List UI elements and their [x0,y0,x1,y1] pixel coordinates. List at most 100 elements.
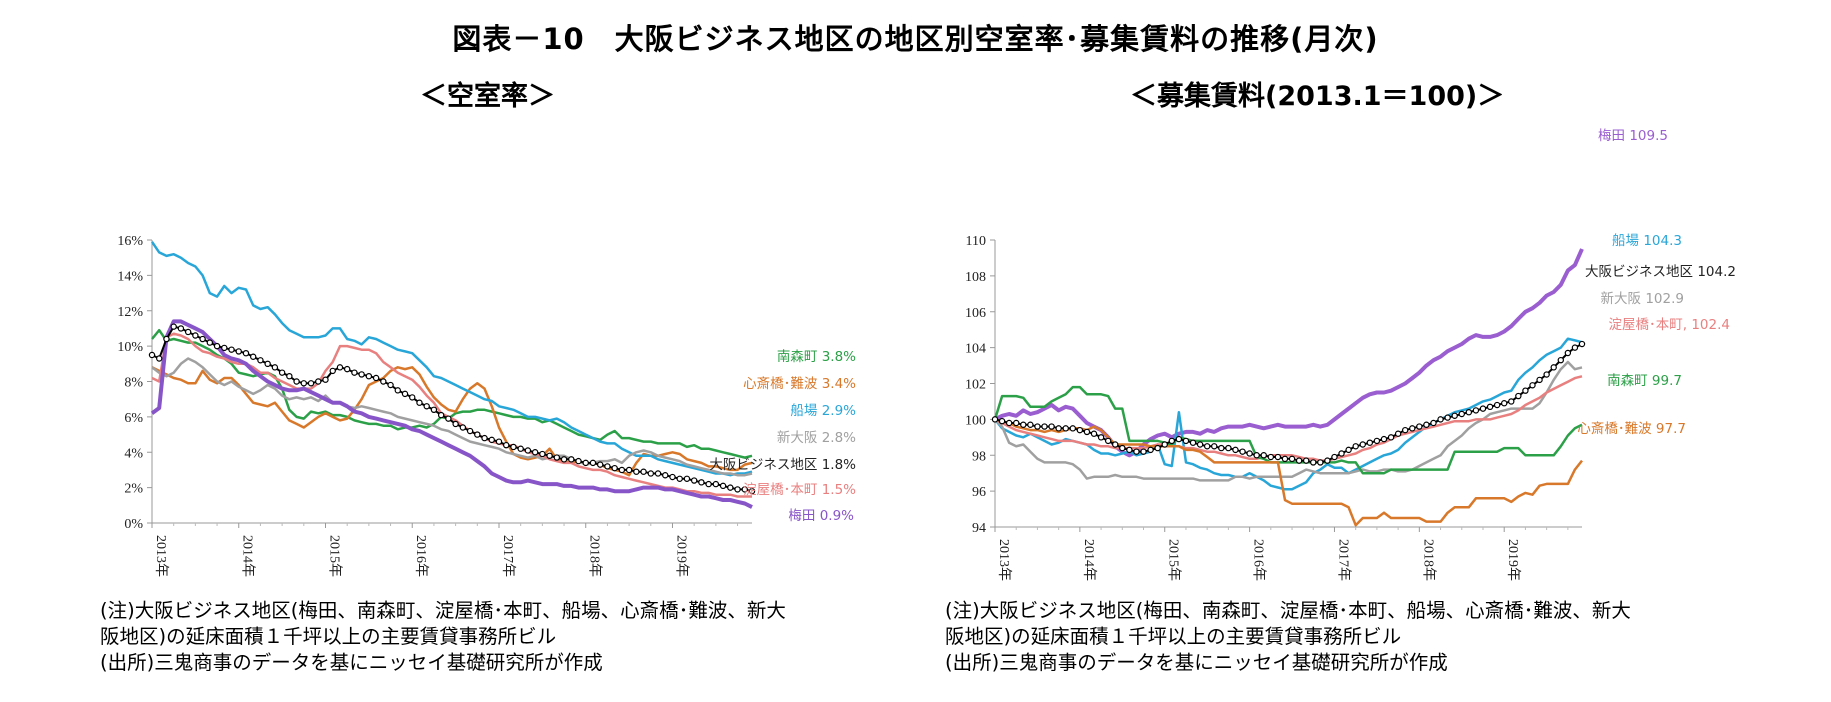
series-4-point [221,344,228,352]
series-4-point [163,335,170,343]
series-4-point [719,482,727,490]
series-2-point [1083,428,1091,436]
x-tick-label: 2016年 [413,535,429,577]
x-tick-label: 2014年 [240,535,256,577]
series-end-label: 南森町 99.7 [1607,373,1682,389]
series-4-point [452,420,459,428]
series-4-point [250,353,257,360]
series-4-point [307,380,315,387]
series-4-point [683,475,691,482]
series-2-point [1154,444,1161,452]
series-4-point [474,431,481,438]
series-2-point [1458,410,1465,418]
series-4-point [539,450,546,458]
series-4-point [618,466,626,474]
series-2-point [1189,439,1197,446]
series-2-point [1578,340,1586,348]
series-2-point [1161,441,1168,448]
series-5-line [993,385,1583,475]
series-2-point [1274,453,1282,461]
series-4-point [184,328,192,336]
series-1-line [994,337,1583,491]
series-2-point [1253,452,1260,459]
y-tick-label: 8% [124,376,143,391]
series-end-label: 淀屋橋･本町 1.5% [743,482,856,498]
series-2-point [1401,426,1409,434]
x-tick-label: 2015年 [326,535,342,577]
series-4-point [488,436,495,444]
series-2-point [1027,421,1034,428]
series-2-point [1140,448,1147,455]
series-4-point [647,470,654,477]
series-4-point [712,480,720,488]
series-2-point [1281,455,1289,463]
series-4-point [560,456,568,463]
series-2-point [1295,457,1303,464]
note-right: (注)大阪ビジネス地区(梅田、南森町、淀屋橋･本町、船場、心斎橋･難波、新大 阪… [945,599,1631,674]
note-left: (注)大阪ビジネス地区(梅田、南森町、淀屋橋･本町、船場、心斎橋･難波、新大 阪… [100,599,786,674]
series-4-point [148,351,156,359]
series-2-point [1493,401,1501,409]
series-2-point [1543,371,1550,378]
series-4-point [329,367,336,375]
series-2-point [1331,453,1338,461]
series-4-point [242,349,250,357]
series-4-point [481,434,488,442]
series-end-label: 淀屋橋･本町, 102.4 [1609,317,1730,333]
series-4-point [235,348,242,355]
series-2-point [1557,356,1564,364]
y-tick-label: 110 [966,234,986,249]
series-4-point [654,470,662,477]
series-4-point [517,445,524,452]
series-4-point [315,378,322,385]
series-2-point [1090,430,1098,437]
series-3-line [151,357,753,477]
series-2-point [1126,446,1133,454]
series-end-label: 新大阪 2.8% [777,430,856,446]
series-2-point [1486,403,1494,411]
series-4-point [734,486,741,493]
x-tick-label: 2013年 [153,535,169,577]
y-tick-label: 94 [972,521,986,536]
series-2-point [1479,405,1487,412]
series-2-point [1218,444,1225,452]
series-4-point [575,457,582,465]
series-2-point [1175,435,1183,443]
y-tick-label: 104 [965,342,986,357]
series-2-point [1232,446,1239,454]
series-4-point [192,332,199,339]
y-tick-label: 10% [117,340,143,355]
series-2-point [1069,425,1076,432]
series-2-point [1133,448,1140,455]
series-6-line [150,319,753,509]
series-end-label: 南森町 3.8% [777,349,856,365]
series-2-point [1097,434,1105,441]
series-2-point [1373,437,1381,445]
series-4-point [343,365,351,373]
series-4-point [228,346,235,353]
series-4-point [741,486,748,493]
series-end-label: 船場 2.9% [790,403,856,419]
series-4-point [748,487,756,495]
series-2-point [1409,425,1416,432]
series-2-point [1013,419,1020,427]
series-2-point [1246,450,1253,457]
rent-chart-title: ＜募集賃料(2013.1＝100)＞ [1130,81,1505,112]
series-2-point [1324,457,1331,464]
y-tick-label: 12% [117,305,143,320]
series-2-point [1444,414,1451,421]
series-2-point [1564,349,1572,357]
series-2-point [1182,437,1190,445]
series-2-point [1034,423,1041,430]
series-4-point [372,374,380,382]
series-2-point [1211,443,1218,450]
series-2-point [1005,419,1013,427]
series-4-point [387,381,394,389]
x-tick-label: 2014年 [1081,539,1097,581]
series-4-point [351,369,358,376]
series-0-line [151,328,753,459]
series-4-point [322,376,329,383]
series-2-point [1423,421,1430,428]
series-4-point [611,464,618,472]
y-tick-label: 96 [972,485,986,500]
